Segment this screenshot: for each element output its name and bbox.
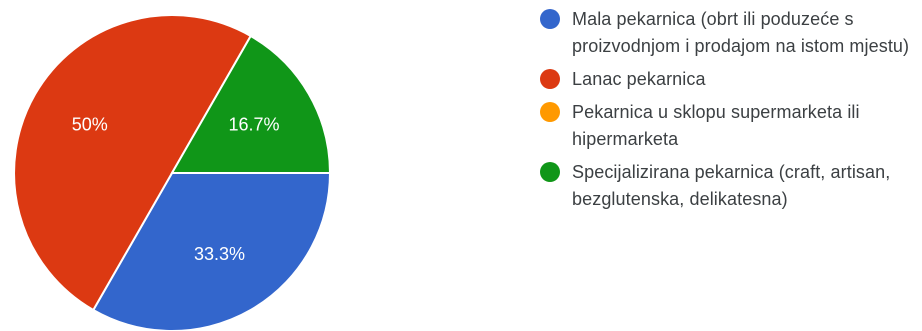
slice-percent-label: 50%	[72, 115, 108, 135]
legend-label: Pekarnica u sklopu supermarketa ili hipe…	[572, 102, 860, 149]
legend-item[interactable]: Specijalizirana pekarnica (craft, artisa…	[540, 159, 920, 213]
legend: Mala pekarnica (obrt ili poduzeće s proi…	[540, 6, 920, 219]
slice-percent-label: 16.7%	[229, 114, 280, 134]
legend-item[interactable]: Lanac pekarnica	[540, 66, 920, 93]
legend-label: Lanac pekarnica	[572, 69, 706, 89]
legend-swatch-icon	[540, 162, 560, 182]
slice-percent-label: 33.3%	[194, 244, 245, 264]
pie-slice[interactable]	[13, 14, 253, 312]
legend-swatch-icon	[540, 69, 560, 89]
legend-item[interactable]: Mala pekarnica (obrt ili poduzeće s proi…	[540, 6, 920, 60]
legend-item[interactable]: Pekarnica u sklopu supermarketa ili hipe…	[540, 99, 920, 153]
legend-label: Mala pekarnica (obrt ili poduzeće s proi…	[572, 9, 910, 56]
pie-slice[interactable]	[170, 34, 332, 174]
legend-swatch-icon	[540, 9, 560, 29]
pie-slice[interactable]	[91, 172, 332, 331]
pie-chart: 33.3% 50% 16.7%	[13, 14, 332, 331]
legend-swatch-icon	[540, 102, 560, 122]
legend-label: Specijalizirana pekarnica (craft, artisa…	[572, 162, 891, 209]
